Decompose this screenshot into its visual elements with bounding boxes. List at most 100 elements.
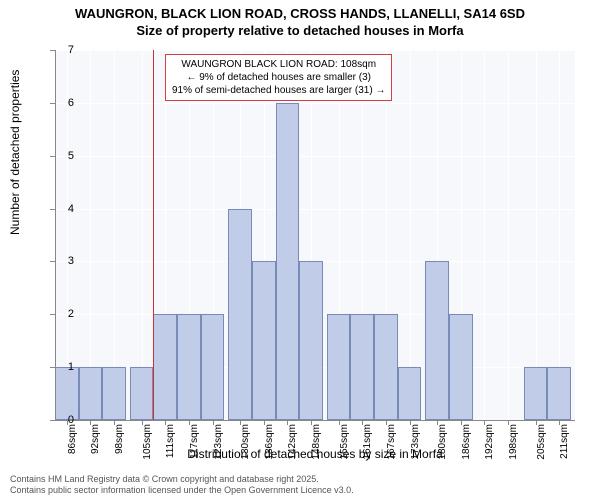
x-tick-label: 111sqm xyxy=(165,424,176,464)
y-tick-label: 1 xyxy=(54,361,74,373)
x-tick-mark xyxy=(339,420,340,425)
grid-line-h xyxy=(55,103,575,104)
x-tick-mark xyxy=(362,420,363,425)
plot-area: WAUNGRON BLACK LION ROAD: 108sqm ← 9% of … xyxy=(55,50,575,420)
x-tick-mark xyxy=(311,420,312,425)
histogram-bar xyxy=(524,367,548,420)
grid-line-v xyxy=(410,50,411,420)
footer-line-1: Contains HM Land Registry data © Crown c… xyxy=(10,474,319,484)
grid-line-v xyxy=(142,50,143,420)
y-tick-mark xyxy=(50,156,55,157)
y-tick-label: 5 xyxy=(54,150,74,162)
histogram-bar xyxy=(374,314,398,420)
histogram-bar xyxy=(327,314,351,420)
marker-line xyxy=(153,50,154,420)
y-tick-mark xyxy=(50,103,55,104)
x-tick-label: 192sqm xyxy=(484,424,495,464)
x-tick-mark xyxy=(559,420,560,425)
x-tick-label: 92sqm xyxy=(90,424,101,464)
x-tick-label: 105sqm xyxy=(142,424,153,464)
grid-line-v xyxy=(536,50,537,420)
y-tick-mark xyxy=(50,420,55,421)
x-tick-mark xyxy=(114,420,115,425)
histogram-bar xyxy=(425,261,449,420)
y-tick-mark xyxy=(50,50,55,51)
x-tick-mark xyxy=(213,420,214,425)
histogram-bar xyxy=(201,314,225,420)
footer-attribution: Contains HM Land Registry data © Crown c… xyxy=(10,474,354,497)
x-tick-label: 142sqm xyxy=(287,424,298,464)
annotation-box: WAUNGRON BLACK LION ROAD: 108sqm ← 9% of … xyxy=(165,54,392,101)
grid-line-v xyxy=(559,50,560,420)
x-tick-mark xyxy=(67,420,68,425)
y-tick-mark xyxy=(50,209,55,210)
histogram-bar xyxy=(153,314,177,420)
histogram-bar xyxy=(350,314,374,420)
grid-line-v xyxy=(484,50,485,420)
x-tick-mark xyxy=(508,420,509,425)
annotation-line-1: WAUNGRON BLACK LION ROAD: 108sqm xyxy=(181,59,376,70)
grid-line-h xyxy=(55,209,575,210)
grid-line-v xyxy=(90,50,91,420)
x-tick-label: 130sqm xyxy=(240,424,251,464)
x-tick-label: 98sqm xyxy=(114,424,125,464)
title-line-2: Size of property relative to detached ho… xyxy=(136,23,463,38)
x-tick-label: 161sqm xyxy=(362,424,373,464)
y-tick-mark xyxy=(50,314,55,315)
x-tick-mark xyxy=(142,420,143,425)
x-tick-mark xyxy=(264,420,265,425)
x-tick-label: 148sqm xyxy=(311,424,322,464)
histogram-bar xyxy=(228,209,252,420)
x-tick-mark xyxy=(189,420,190,425)
x-tick-label: 211sqm xyxy=(559,424,570,464)
x-tick-label: 155sqm xyxy=(339,424,350,464)
x-tick-label: 167sqm xyxy=(386,424,397,464)
x-tick-label: 180sqm xyxy=(437,424,448,464)
annotation-line-2: ← 9% of detached houses are smaller (3) xyxy=(186,72,371,83)
x-tick-mark xyxy=(90,420,91,425)
histogram-bar xyxy=(102,367,126,420)
title-line-1: WAUNGRON, BLACK LION ROAD, CROSS HANDS, … xyxy=(75,6,525,21)
y-tick-label: 6 xyxy=(54,97,74,109)
x-tick-mark xyxy=(287,420,288,425)
x-tick-mark xyxy=(437,420,438,425)
x-tick-mark xyxy=(536,420,537,425)
histogram-bar xyxy=(276,103,300,420)
histogram-bar xyxy=(79,367,103,420)
x-tick-mark xyxy=(410,420,411,425)
footer-line-2: Contains public sector information licen… xyxy=(10,485,354,495)
histogram-bar xyxy=(449,314,473,420)
grid-line-v xyxy=(114,50,115,420)
histogram-bar xyxy=(55,367,79,420)
x-tick-label: 123sqm xyxy=(213,424,224,464)
grid-line-v xyxy=(508,50,509,420)
x-tick-label: 186sqm xyxy=(461,424,472,464)
histogram-bar xyxy=(299,261,323,420)
y-tick-mark xyxy=(50,367,55,368)
chart-container: WAUNGRON, BLACK LION ROAD, CROSS HANDS, … xyxy=(0,0,600,500)
x-tick-mark xyxy=(461,420,462,425)
histogram-bar xyxy=(252,261,276,420)
grid-line-h xyxy=(55,156,575,157)
y-tick-label: 7 xyxy=(54,44,74,56)
x-tick-mark xyxy=(240,420,241,425)
histogram-bar xyxy=(177,314,201,420)
x-axis-line xyxy=(55,420,575,421)
histogram-bar xyxy=(547,367,571,420)
x-tick-label: 205sqm xyxy=(536,424,547,464)
x-tick-mark xyxy=(484,420,485,425)
grid-line-h xyxy=(55,50,575,51)
x-tick-mark xyxy=(165,420,166,425)
chart-title: WAUNGRON, BLACK LION ROAD, CROSS HANDS, … xyxy=(0,0,600,40)
x-tick-mark xyxy=(386,420,387,425)
x-tick-label: 198sqm xyxy=(508,424,519,464)
x-tick-label: 117sqm xyxy=(189,424,200,464)
y-tick-label: 2 xyxy=(54,308,74,320)
y-tick-label: 3 xyxy=(54,255,74,267)
histogram-bar xyxy=(130,367,154,420)
annotation-line-3: 91% of semi-detached houses are larger (… xyxy=(172,85,385,96)
x-tick-label: 86sqm xyxy=(67,424,78,464)
x-tick-label: 173sqm xyxy=(410,424,421,464)
x-tick-label: 136sqm xyxy=(264,424,275,464)
y-axis-label: Number of detached properties xyxy=(8,70,22,235)
